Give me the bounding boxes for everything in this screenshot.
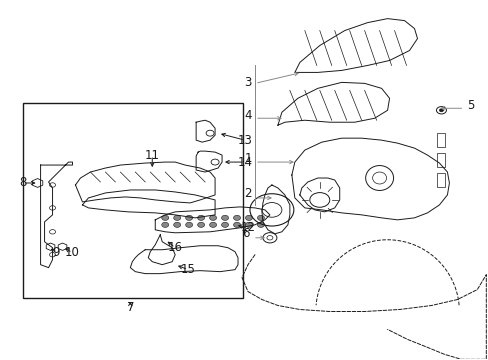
Circle shape bbox=[233, 222, 240, 228]
Circle shape bbox=[221, 215, 228, 220]
Text: 16: 16 bbox=[167, 241, 183, 254]
Circle shape bbox=[439, 109, 443, 112]
Text: 12: 12 bbox=[240, 221, 255, 234]
Circle shape bbox=[209, 215, 216, 220]
Circle shape bbox=[221, 222, 228, 228]
Text: 8: 8 bbox=[19, 176, 26, 189]
Text: 2: 2 bbox=[244, 188, 251, 201]
Circle shape bbox=[257, 215, 264, 220]
Text: 15: 15 bbox=[181, 263, 195, 276]
Circle shape bbox=[185, 215, 192, 220]
Circle shape bbox=[162, 215, 168, 220]
Text: 5: 5 bbox=[467, 99, 474, 112]
Text: 1: 1 bbox=[244, 152, 251, 165]
Bar bbox=[437, 153, 445, 167]
Circle shape bbox=[173, 215, 180, 220]
Circle shape bbox=[209, 222, 216, 228]
Bar bbox=[437, 133, 445, 147]
Circle shape bbox=[245, 222, 252, 228]
Text: 11: 11 bbox=[144, 149, 160, 162]
Circle shape bbox=[257, 222, 264, 228]
Circle shape bbox=[173, 222, 180, 228]
Text: 9: 9 bbox=[52, 246, 59, 259]
Text: 4: 4 bbox=[244, 109, 251, 122]
Text: 14: 14 bbox=[237, 156, 252, 168]
Circle shape bbox=[197, 222, 204, 228]
Text: 3: 3 bbox=[244, 76, 251, 89]
Text: 6: 6 bbox=[242, 227, 249, 240]
Circle shape bbox=[233, 215, 240, 220]
Circle shape bbox=[197, 215, 204, 220]
Text: 7: 7 bbox=[126, 301, 134, 314]
Bar bbox=[22, 103, 243, 298]
Circle shape bbox=[185, 222, 192, 228]
Text: 10: 10 bbox=[65, 246, 80, 259]
Bar bbox=[437, 173, 445, 187]
Circle shape bbox=[245, 215, 252, 220]
Circle shape bbox=[162, 222, 168, 228]
Text: 13: 13 bbox=[237, 134, 252, 147]
